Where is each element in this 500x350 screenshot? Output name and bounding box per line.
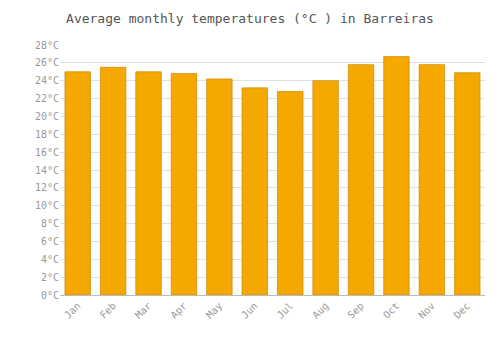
svg-text:Jun: Jun (239, 300, 260, 321)
svg-text:22°C: 22°C (35, 93, 59, 104)
svg-text:4°C: 4°C (41, 254, 59, 265)
svg-text:Aug: Aug (310, 300, 331, 321)
svg-text:Jul: Jul (275, 300, 296, 321)
svg-text:Apr: Apr (168, 300, 189, 321)
svg-text:Dec: Dec (452, 300, 473, 321)
svg-text:May: May (204, 300, 225, 321)
svg-text:24°C: 24°C (35, 75, 59, 86)
svg-text:Mar: Mar (133, 300, 154, 321)
svg-text:14°C: 14°C (35, 165, 59, 176)
svg-text:16°C: 16°C (35, 147, 59, 158)
svg-text:12°C: 12°C (35, 182, 59, 193)
svg-text:28°C: 28°C (35, 40, 59, 51)
svg-text:26°C: 26°C (35, 57, 59, 68)
svg-text:Oct: Oct (381, 300, 402, 321)
svg-text:18°C: 18°C (35, 129, 59, 140)
svg-text:Nov: Nov (416, 300, 437, 321)
svg-text:0°C: 0°C (41, 290, 59, 301)
svg-text:6°C: 6°C (41, 236, 59, 247)
svg-text:Jan: Jan (62, 300, 83, 321)
svg-text:Average monthly temperatures (: Average monthly temperatures (°C ) in Ba… (66, 11, 434, 26)
svg-text:20°C: 20°C (35, 111, 59, 122)
svg-text:Feb: Feb (98, 300, 119, 321)
svg-text:10°C: 10°C (35, 200, 59, 211)
svg-text:2°C: 2°C (41, 272, 59, 283)
svg-text:Sep: Sep (345, 300, 366, 321)
svg-text:8°C: 8°C (41, 218, 59, 229)
